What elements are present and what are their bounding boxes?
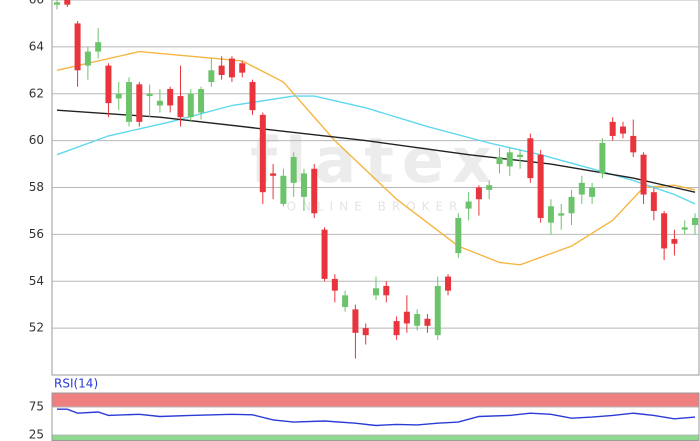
rsi-title: RSI(14) [54, 377, 98, 391]
candle-body [455, 217, 462, 254]
candle-body [424, 318, 431, 326]
candle-body [599, 142, 606, 174]
candle-body [187, 93, 194, 118]
candle-body [331, 278, 338, 291]
candle-body [239, 63, 246, 73]
candle-body [496, 157, 503, 165]
candle-body [414, 314, 421, 326]
candle-body [465, 201, 472, 209]
candle-body [167, 89, 174, 106]
candle-body [692, 217, 698, 225]
y-tick-label: 54 [29, 274, 44, 288]
candle-body [136, 84, 143, 122]
candle-body [383, 285, 390, 296]
moving-average [56, 50, 696, 266]
candle-body [54, 2, 60, 5]
candle-body [578, 182, 585, 195]
candle-body [681, 227, 688, 230]
candle-body [290, 157, 297, 183]
candle-body [95, 42, 102, 52]
candle-body [156, 100, 163, 106]
candle-body [352, 309, 359, 333]
candle-body [640, 154, 647, 195]
candle-body [105, 65, 112, 104]
y-tick-label: 58 [29, 180, 44, 194]
candle-body [280, 175, 287, 204]
candle-body [403, 311, 410, 324]
candle-body [589, 187, 596, 197]
candle-body [630, 135, 637, 153]
candle-body [198, 89, 205, 113]
candle-body [208, 70, 215, 83]
candle-body [321, 229, 328, 279]
candle-body [311, 168, 318, 214]
candle-body [64, 0, 71, 5]
y-tick-label: 56 [29, 227, 44, 241]
y-tick-label: 52 [29, 321, 44, 335]
candle-body [259, 114, 266, 193]
candle-body [650, 192, 657, 211]
watermark: flatex [250, 124, 500, 197]
candle-body [661, 213, 668, 249]
y-tick-label: 62 [29, 86, 44, 100]
candle-body [126, 82, 133, 122]
candle-body [270, 173, 277, 176]
candle-body [558, 213, 565, 216]
moving-average [56, 109, 696, 193]
candle-body [300, 173, 307, 197]
candle-body [475, 187, 482, 200]
y-tick-label: 64 [29, 39, 44, 53]
candle-body [84, 51, 91, 66]
candle-body [609, 121, 616, 136]
candle-body [537, 154, 544, 218]
candle-body [527, 138, 534, 179]
candle-body [373, 288, 379, 296]
candle-body [146, 93, 153, 97]
candle-body [517, 154, 524, 158]
candle-body [74, 23, 81, 71]
watermark-sub: ONLINE BROKER [287, 200, 464, 214]
candle-body [249, 82, 256, 111]
candle-body [671, 239, 678, 244]
candle-body [177, 96, 184, 118]
candle-body [506, 152, 513, 167]
y-tick-label: 25 [29, 428, 44, 441]
candle-body [362, 328, 369, 336]
candle-body [342, 295, 349, 308]
rsi-band [52, 435, 699, 441]
rsi-line [57, 408, 696, 427]
candle-body [547, 206, 554, 223]
candle-body [434, 285, 441, 336]
candle-body [568, 196, 575, 214]
y-tick-label: 60 [29, 133, 44, 147]
candle-body [486, 185, 493, 190]
y-tick-label: 66 [29, 0, 44, 7]
y-tick-label: 75 [29, 400, 44, 414]
candle-body [393, 321, 400, 336]
candle-body [218, 65, 225, 75]
candle-body [445, 276, 452, 291]
rsi-band [52, 393, 699, 407]
candle-body [619, 126, 626, 134]
candle-body [115, 93, 122, 99]
candle-body [228, 58, 235, 78]
